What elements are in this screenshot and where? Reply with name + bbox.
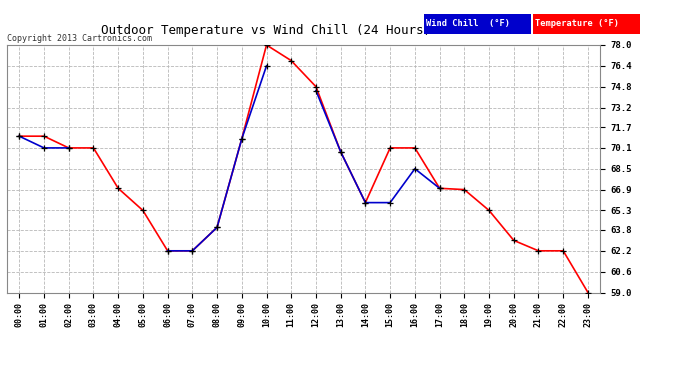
Text: Outdoor Temperature vs Wind Chill (24 Hours)  20130912: Outdoor Temperature vs Wind Chill (24 Ho… (101, 24, 506, 38)
Text: Copyright 2013 Cartronics.com: Copyright 2013 Cartronics.com (7, 34, 152, 43)
Text: Temperature (°F): Temperature (°F) (535, 19, 619, 28)
Text: Wind Chill  (°F): Wind Chill (°F) (426, 19, 511, 28)
